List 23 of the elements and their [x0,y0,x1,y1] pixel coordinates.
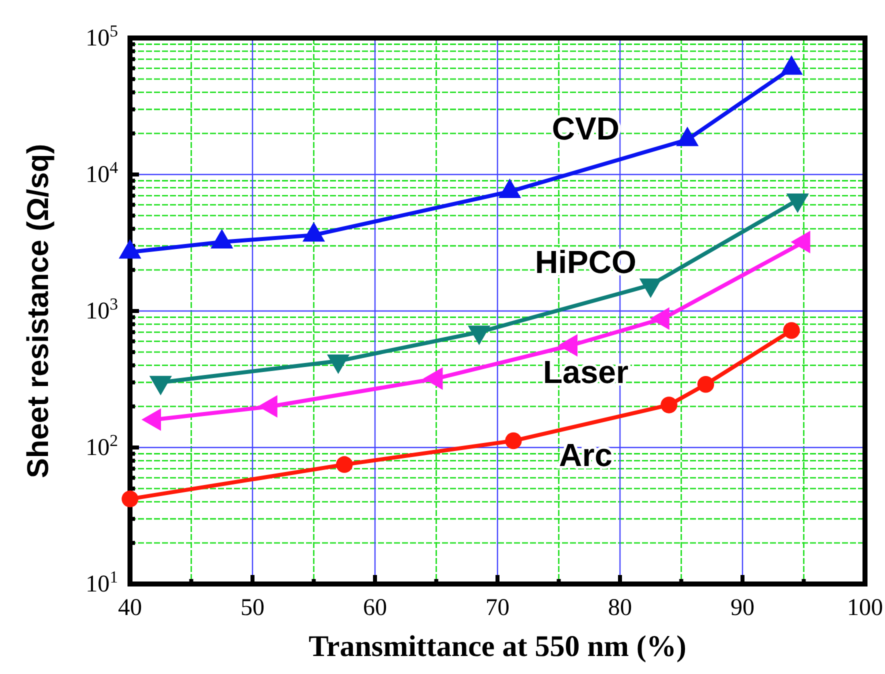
y-tick-label: 10$^{1}$ [86,567,118,598]
point [336,456,353,473]
x-tick-label: 70 [486,595,510,622]
x-tick-label: 50 [240,595,264,622]
y-tick-label: 10$^{3}$ [86,294,118,325]
x-axis-title: Transmittance at 550 nm (%) [308,630,686,663]
y-tick-label: 10$^{4}$ [86,158,119,188]
x-tick-label: 60 [363,595,387,622]
y-tick-label: 10$^{5}$ [86,21,118,52]
point [660,396,678,414]
point [676,126,699,146]
point [783,322,800,339]
y-axis-title: Sheet resistance (Ω/sq) [22,144,55,478]
point [780,55,803,75]
y-tick-label: 10$^{2}$ [86,430,118,462]
point [498,178,522,198]
point [122,490,138,508]
x-tick-label: 40 [118,595,142,622]
x-tick-label: 100 [847,595,883,622]
x-tick-label: 90 [730,595,754,622]
point [697,376,714,393]
point [505,432,522,450]
x-tick-label: 80 [608,595,632,622]
